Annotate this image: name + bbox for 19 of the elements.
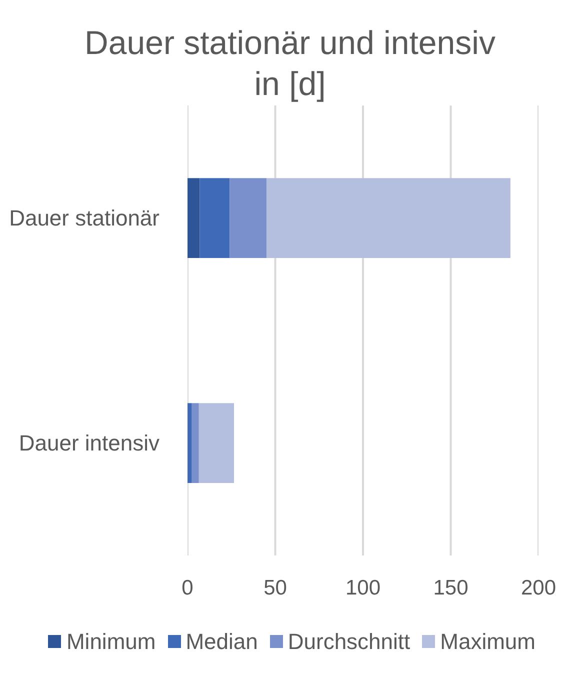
bar: [198, 403, 234, 483]
bar: [266, 178, 510, 258]
x-tick-label: 200: [520, 576, 556, 600]
bar: [230, 178, 266, 258]
bar: [188, 403, 192, 483]
x-tick-label: 100: [345, 576, 381, 600]
chart-title: Dauer stationär und intensiv in [d]: [84, 23, 496, 104]
bar: [200, 178, 230, 258]
bar: [192, 403, 199, 483]
x-tick-label: 150: [433, 576, 468, 600]
bar: [188, 178, 200, 258]
x-tick-label: 0: [182, 576, 194, 600]
x-tick-label: 50: [264, 576, 287, 600]
legend-label: Minimum: [66, 628, 156, 656]
legend-label: Median: [186, 628, 258, 656]
y-tick-label: Dauer intensiv: [18, 430, 160, 456]
legend-label: Maximum: [440, 628, 536, 656]
legend-label: Durchschnitt: [288, 628, 410, 656]
y-tick-label: Dauer stationär: [9, 206, 160, 230]
